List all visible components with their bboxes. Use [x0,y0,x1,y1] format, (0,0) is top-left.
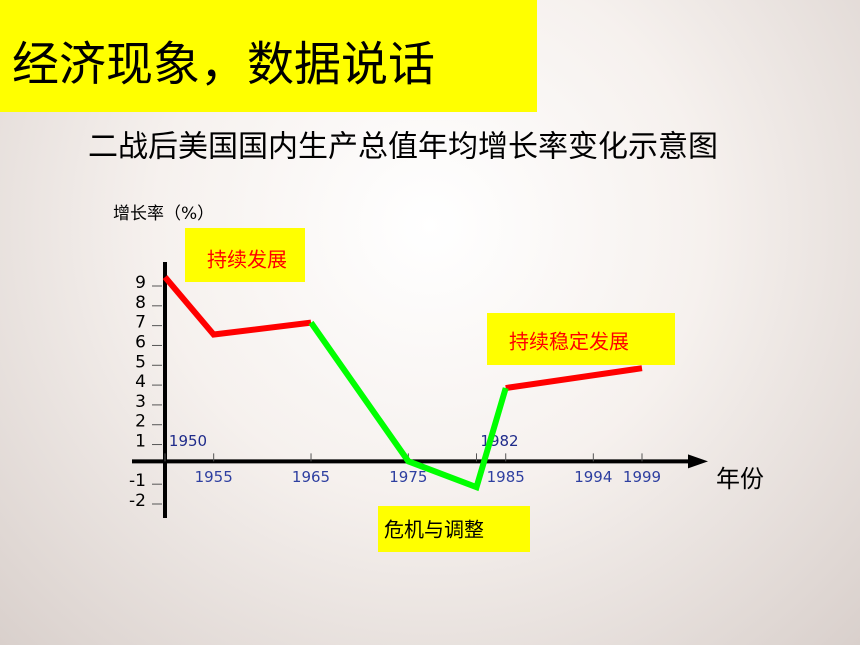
annotation: 持续发展 [207,248,287,272]
annotation-box [487,313,675,365]
annotations: 持续发展 持续稳定发展 危机与调整 [185,228,675,552]
y-tick-label: 2 [135,412,146,432]
y-tick-label: -1 [129,471,146,491]
annotation-box [185,228,305,282]
x-tick-label: 1999 [623,468,661,486]
y-tick-label: 1 [135,432,146,452]
annotation: 危机与调整 [384,518,484,542]
x-axis-label: 年份 [716,465,764,493]
y-axis-label: 增长率（%） [113,204,214,224]
x-tick-label: 1955 [195,468,233,486]
x-tick-label: 1965 [292,468,330,486]
annotation: 持续稳定发展 [509,330,629,354]
y-tick-label: 9 [135,273,146,293]
x-axis-arrow [688,454,708,469]
y-tick-label: 7 [135,313,146,333]
slide-title: 经济现象，数据说话 [12,38,435,93]
annotation-box [378,506,530,552]
x-tick-label: 1994 [574,468,612,486]
x-tick-label: 1950 [169,432,207,450]
chart-title: 二战后美国国内生产总值年均增长率变化示意图 [88,130,718,165]
x-tick-label: 1985 [487,468,525,486]
x-tick-label: 1975 [389,468,427,486]
y-tick-label: 3 [135,392,146,412]
y-tick-label: -2 [129,491,146,511]
line-series [308,320,509,492]
line-series [162,275,643,392]
title-banner [0,0,537,112]
y-tick-label: 8 [135,293,146,313]
y-tick-label: 6 [135,332,146,352]
y-tick-label: 4 [135,372,146,392]
y-tick-label: 5 [135,352,146,372]
